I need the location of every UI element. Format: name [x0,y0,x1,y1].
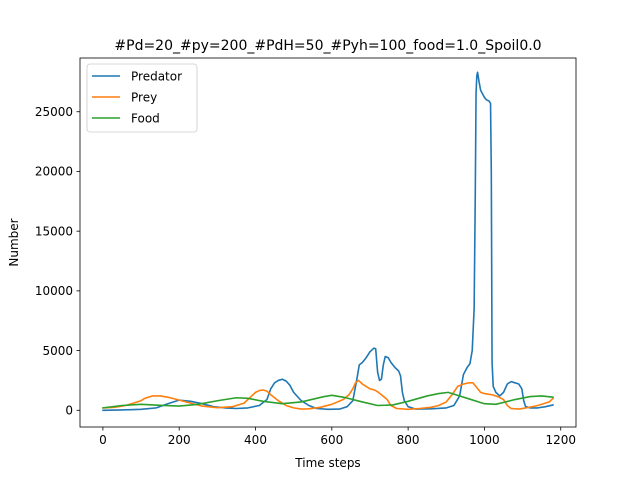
y-tick-label: 25000 [35,105,73,119]
x-tick-label: 600 [320,433,343,447]
legend-label-food: Food [131,111,160,125]
plot-frame [79,57,577,428]
x-axis-ticks: 0 200 400 600 800 1000 1200 [99,427,576,447]
x-tick-label: 800 [397,433,420,447]
legend-label-prey: Prey [131,90,157,104]
x-axis-label: Time steps [294,456,360,470]
series-line-predator [102,71,554,412]
x-tick-label: 1000 [469,433,500,447]
y-tick-label: 20000 [35,165,73,179]
y-tick-label: 10000 [35,284,73,298]
y-axis-label: Number [7,218,21,266]
legend-label-predator: Predator [131,69,182,83]
x-tick-label: 0 [99,433,107,447]
legend-box [86,63,198,133]
y-tick-label: 5000 [42,344,73,358]
series-layer [102,71,554,412]
series-line-food [102,391,554,409]
series-line-prey [102,379,554,411]
y-tick-label: 15000 [35,224,73,238]
legend: Predator Prey Food [86,63,198,133]
y-axis-ticks: 0 5000 10000 15000 20000 25000 [35,105,80,418]
chart-title: #Pd=20_#py=200_#PdH=50_#Pyh=100_food=1.0… [114,38,541,54]
x-tick-label: 400 [244,433,267,447]
x-tick-label: 200 [168,433,191,447]
x-tick-label: 1200 [545,433,576,447]
y-tick-label: 0 [65,404,73,418]
